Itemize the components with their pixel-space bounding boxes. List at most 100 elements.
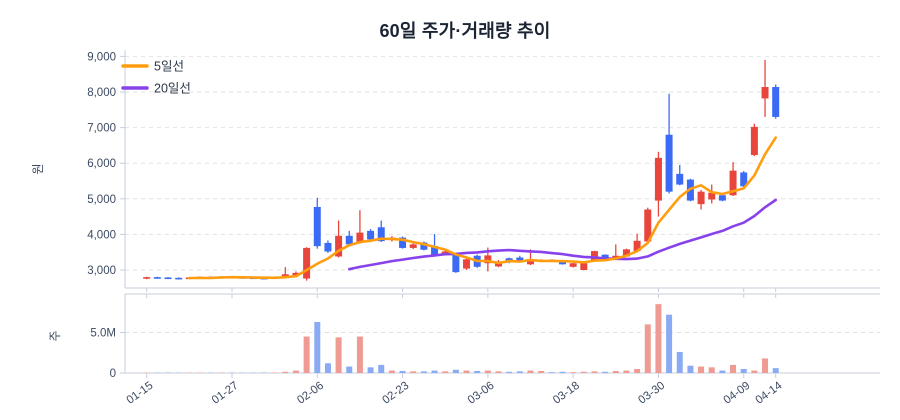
candle-body bbox=[143, 277, 151, 279]
candle-body bbox=[399, 237, 407, 248]
volume-bar bbox=[356, 336, 363, 373]
ma5-legend-label: 5일선 bbox=[154, 60, 184, 74]
volume-bar bbox=[527, 370, 534, 373]
candle-body bbox=[367, 230, 375, 240]
candle-body bbox=[377, 227, 385, 242]
legend-item-ma5[interactable]: 5일선 bbox=[121, 60, 184, 74]
volume-bar bbox=[388, 370, 395, 373]
candle-body bbox=[558, 261, 566, 265]
x-tick-label: 01-15 bbox=[125, 380, 156, 407]
candle-body bbox=[750, 126, 758, 156]
volume-bar bbox=[591, 371, 598, 373]
volume-bar bbox=[676, 351, 683, 373]
ma20-legend-label: 20일선 bbox=[154, 82, 191, 96]
chart-legend: 5일선 20일선 bbox=[121, 60, 191, 96]
ma5-line bbox=[188, 136, 778, 280]
candle-body bbox=[484, 255, 492, 264]
candle-body bbox=[676, 173, 684, 185]
volume-bar bbox=[559, 371, 566, 373]
volume-tick-label: 0 bbox=[110, 368, 116, 380]
candle-body bbox=[569, 263, 577, 267]
candle-body bbox=[463, 259, 471, 269]
candle-body bbox=[164, 277, 172, 280]
candle-body bbox=[292, 272, 300, 276]
volume-bar bbox=[314, 321, 321, 373]
volume-bar bbox=[580, 371, 587, 373]
volume-bar bbox=[634, 368, 641, 373]
price-tick-label: 6,000 bbox=[87, 158, 116, 170]
volume-bar bbox=[740, 368, 747, 373]
volume-bar bbox=[431, 370, 438, 373]
volume-bar bbox=[687, 365, 694, 373]
volume-bar bbox=[730, 364, 737, 373]
volume-bar bbox=[538, 370, 545, 373]
volume-bar bbox=[570, 372, 577, 373]
volume-bar bbox=[378, 364, 385, 373]
volume-bar bbox=[772, 368, 779, 373]
candle-body bbox=[772, 87, 780, 117]
candle-body bbox=[740, 172, 748, 187]
price-axis-unit-label: 원 bbox=[31, 163, 45, 174]
volume-bar bbox=[324, 363, 331, 373]
candle-body bbox=[654, 157, 662, 201]
volume-bar bbox=[292, 370, 299, 373]
candle-body bbox=[729, 170, 737, 196]
volume-bar bbox=[548, 372, 555, 373]
x-tick-label: 04-14 bbox=[754, 379, 785, 406]
volume-bar bbox=[474, 370, 481, 373]
candle-body bbox=[356, 232, 364, 243]
candle-body bbox=[633, 240, 641, 252]
price-tick-label: 8,000 bbox=[87, 87, 116, 99]
volume-bar bbox=[612, 370, 619, 373]
candle-body bbox=[718, 195, 726, 201]
volume-bar bbox=[420, 371, 427, 373]
candle-body bbox=[431, 246, 439, 255]
candle-body bbox=[644, 209, 652, 242]
candle-body bbox=[175, 277, 183, 280]
candle-body bbox=[622, 249, 630, 257]
volume-bar bbox=[303, 336, 310, 373]
candle-body bbox=[303, 247, 311, 279]
candle-body bbox=[601, 254, 609, 259]
candle-body bbox=[281, 274, 289, 278]
price-tick-label: 9,000 bbox=[87, 51, 116, 63]
chart-title: 60일 주가·거래량 추이 bbox=[379, 21, 550, 41]
volume-bar bbox=[644, 324, 651, 373]
price-tick-label: 3,000 bbox=[87, 265, 116, 277]
x-tick-label: 03-30 bbox=[636, 380, 667, 407]
candle-body bbox=[665, 134, 673, 192]
candle-body bbox=[761, 87, 769, 99]
volume-bar bbox=[495, 371, 502, 373]
candle-body bbox=[153, 277, 161, 279]
volume-bar bbox=[282, 371, 289, 373]
legend-item-ma20[interactable]: 20일선 bbox=[121, 82, 191, 96]
candle-body bbox=[697, 191, 705, 205]
candle-body bbox=[335, 235, 343, 257]
volume-bar bbox=[751, 370, 758, 373]
volume-bar bbox=[698, 366, 705, 373]
volume-bar bbox=[623, 370, 630, 373]
candle-body bbox=[580, 263, 588, 270]
volume-bar bbox=[708, 367, 715, 373]
candle-body bbox=[526, 258, 534, 265]
volume-bar bbox=[335, 337, 342, 373]
volume-bar bbox=[346, 366, 353, 373]
volume-bar bbox=[442, 371, 449, 373]
candle-body bbox=[409, 244, 417, 248]
volume-bar bbox=[602, 371, 609, 373]
candle-body bbox=[313, 206, 321, 247]
x-tick-label: 03-18 bbox=[551, 380, 582, 407]
candle-body bbox=[420, 242, 428, 250]
volume-bar bbox=[484, 370, 491, 373]
price-tick-label: 4,000 bbox=[87, 229, 116, 241]
volume-bar bbox=[762, 358, 769, 373]
ma20-line bbox=[347, 198, 778, 271]
x-tick-label: 03-06 bbox=[466, 380, 497, 407]
volume-bar bbox=[399, 370, 406, 373]
x-tick-label: 04-09 bbox=[722, 380, 753, 407]
volume-bar bbox=[410, 371, 417, 373]
price-tick-label: 5,000 bbox=[87, 194, 116, 206]
volume-axis-unit-label: 주 bbox=[48, 330, 62, 341]
